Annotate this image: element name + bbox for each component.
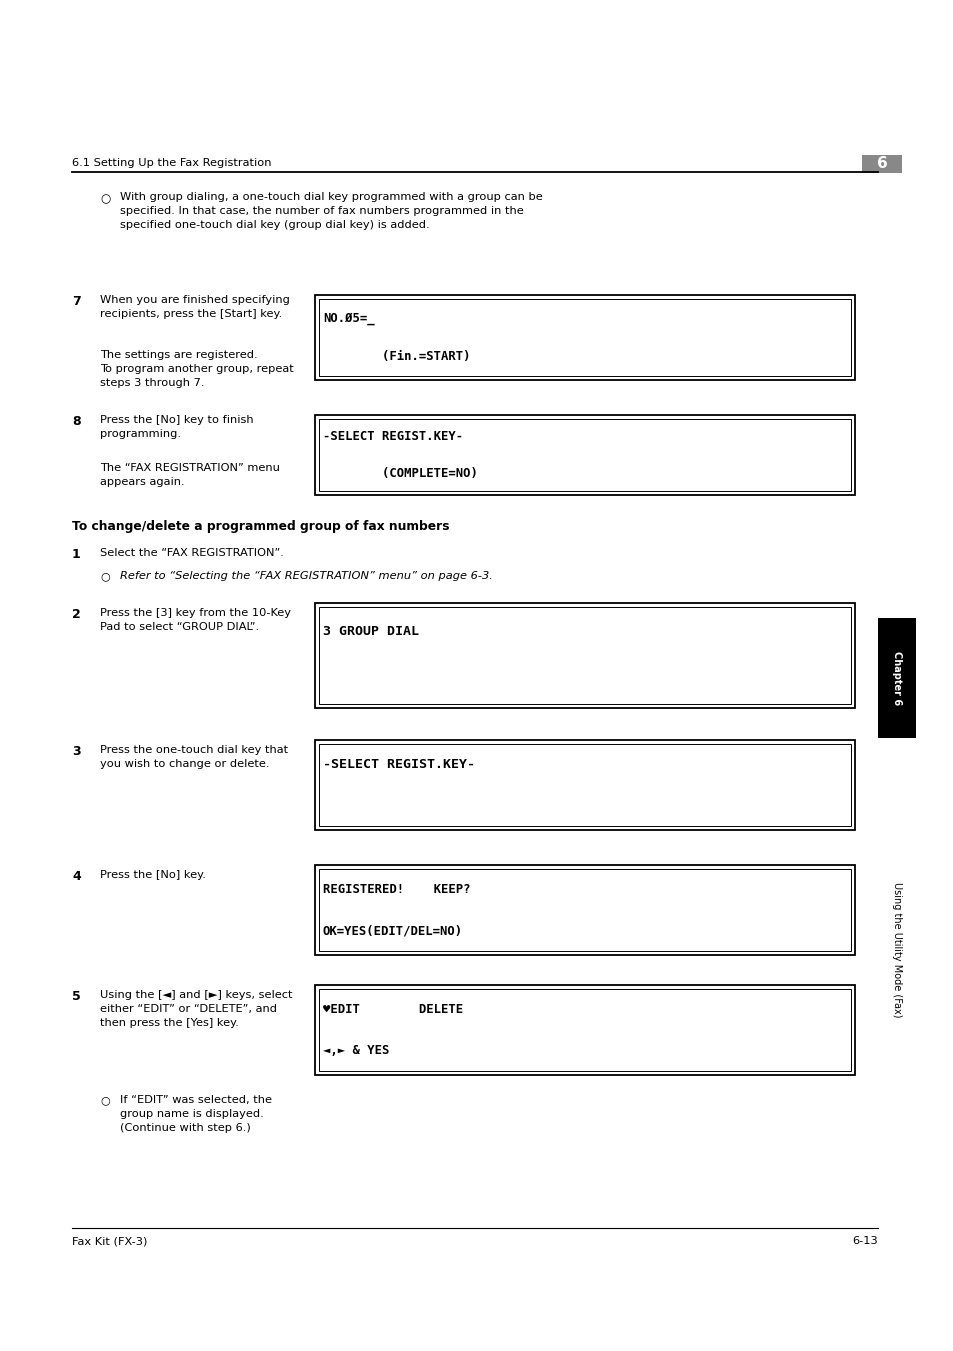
Text: ◄,► & YES: ◄,► & YES (323, 1044, 389, 1056)
Bar (862, 155, 901, 173)
Bar (314, 603, 854, 708)
Text: With group dialing, a one-touch dial key programmed with a group can be
specifie: With group dialing, a one-touch dial key… (120, 192, 542, 230)
Text: ♥EDIT        DELETE: ♥EDIT DELETE (323, 1002, 462, 1016)
Text: NO.Ø5=_: NO.Ø5=_ (323, 312, 375, 324)
Bar (318, 299, 850, 376)
Text: ○: ○ (100, 1096, 110, 1105)
Bar (318, 869, 850, 951)
Text: 6-13: 6-13 (851, 1236, 877, 1246)
Text: Press the [No] key.: Press the [No] key. (100, 870, 206, 880)
Bar (314, 985, 854, 1075)
Bar (318, 607, 850, 704)
Text: (Fin.=START): (Fin.=START) (323, 350, 470, 363)
Text: Using the [◄] and [►] keys, select
either “EDIT” or “DELETE”, and
then press the: Using the [◄] and [►] keys, select eithe… (100, 990, 293, 1028)
Text: The settings are registered.
To program another group, repeat
steps 3 through 7.: The settings are registered. To program … (100, 350, 294, 388)
Bar (314, 295, 854, 380)
Text: 6: 6 (876, 157, 886, 172)
Text: 3: 3 (71, 744, 81, 758)
Text: 4: 4 (71, 870, 81, 884)
Text: Press the one-touch dial key that
you wish to change or delete.: Press the one-touch dial key that you wi… (100, 744, 288, 769)
Text: 8: 8 (71, 415, 81, 428)
Text: -SELECT REGIST.KEY-: -SELECT REGIST.KEY- (323, 431, 462, 443)
Text: Fax Kit (FX-3): Fax Kit (FX-3) (71, 1236, 147, 1246)
Text: Select the “FAX REGISTRATION”.: Select the “FAX REGISTRATION”. (100, 549, 284, 558)
Text: 3 GROUP DIAL: 3 GROUP DIAL (323, 624, 418, 638)
Text: (COMPLETE=NO): (COMPLETE=NO) (323, 466, 477, 480)
Bar (314, 865, 854, 955)
Bar (318, 744, 850, 825)
Bar (318, 989, 850, 1071)
Text: 7: 7 (71, 295, 81, 308)
Text: REGISTERED!    KEEP?: REGISTERED! KEEP? (323, 884, 470, 896)
Text: If “EDIT” was selected, the
group name is displayed.
(Continue with step 6.): If “EDIT” was selected, the group name i… (120, 1096, 272, 1133)
Text: The “FAX REGISTRATION” menu
appears again.: The “FAX REGISTRATION” menu appears agai… (100, 463, 279, 486)
Bar (877, 617, 915, 738)
Text: -SELECT REGIST.KEY-: -SELECT REGIST.KEY- (323, 758, 475, 771)
Bar (314, 740, 854, 830)
Text: OK=YES(EDIT/DEL=NO): OK=YES(EDIT/DEL=NO) (323, 924, 462, 938)
Text: ○: ○ (100, 192, 111, 205)
Text: Press the [3] key from the 10-Key
Pad to select “GROUP DIAL”.: Press the [3] key from the 10-Key Pad to… (100, 608, 291, 632)
Text: 1: 1 (71, 549, 81, 561)
Text: Refer to “Selecting the “FAX REGISTRATION” menu” on page 6-3.: Refer to “Selecting the “FAX REGISTRATIO… (120, 571, 493, 581)
Text: Press the [No] key to finish
programming.: Press the [No] key to finish programming… (100, 415, 253, 439)
Text: Using the Utility Mode (Fax): Using the Utility Mode (Fax) (891, 882, 901, 1017)
Bar (314, 415, 854, 494)
Text: Chapter 6: Chapter 6 (891, 651, 901, 705)
Text: When you are finished specifying
recipients, press the [Start] key.: When you are finished specifying recipie… (100, 295, 290, 319)
Text: To change/delete a programmed group of fax numbers: To change/delete a programmed group of f… (71, 520, 449, 534)
Bar (318, 419, 850, 490)
Text: 5: 5 (71, 990, 81, 1002)
Text: ○: ○ (100, 571, 110, 581)
Text: 2: 2 (71, 608, 81, 621)
Text: 6.1 Setting Up the Fax Registration: 6.1 Setting Up the Fax Registration (71, 158, 272, 168)
